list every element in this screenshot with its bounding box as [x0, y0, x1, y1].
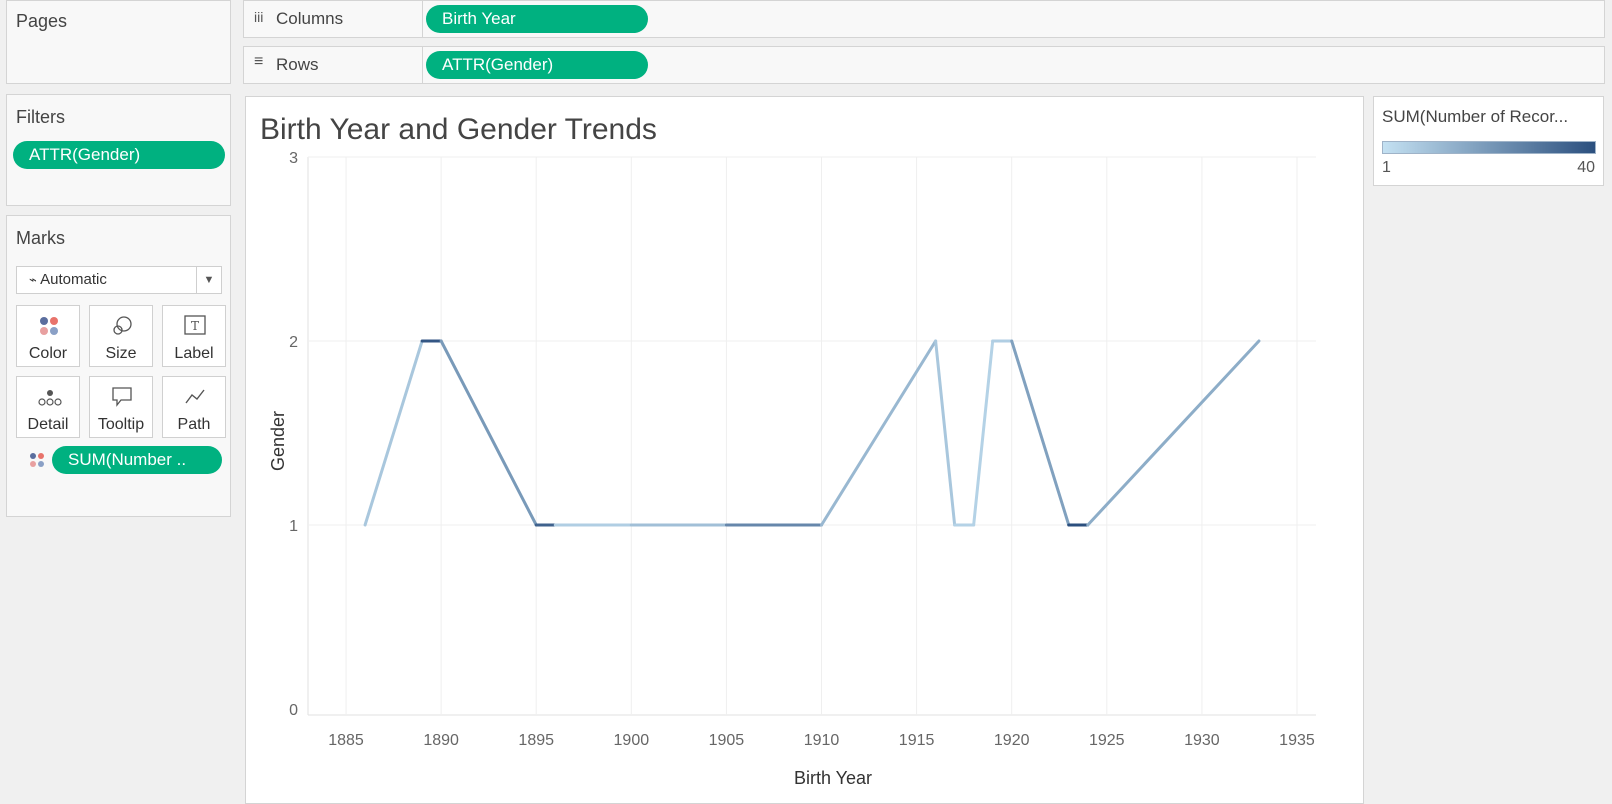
chart-title: Birth Year and Gender Trends	[260, 113, 657, 146]
detail-icon	[38, 390, 62, 406]
chevron-down-icon: ▼	[196, 267, 221, 293]
columns-icon: iii	[254, 9, 264, 25]
x-tick-label: 1925	[1089, 732, 1125, 749]
y-axis-title: Gender	[268, 411, 288, 471]
legend-min-value: 1	[1382, 159, 1391, 176]
marks-detail-button[interactable]: Detail	[16, 376, 80, 438]
shelf-divider	[422, 47, 423, 83]
x-tick-label: 1890	[423, 732, 459, 749]
marks-color-pill[interactable]: SUM(Number ..	[52, 446, 222, 474]
rows-pill-gender[interactable]: ATTR(Gender)	[426, 51, 648, 79]
marks-tooltip-button[interactable]: Tooltip	[89, 376, 153, 438]
marks-tooltip-label: Tooltip	[97, 416, 145, 433]
legend-color-ramp	[1382, 141, 1596, 154]
line-segment[interactable]	[934, 339, 957, 527]
x-tick-label: 1905	[709, 732, 745, 749]
legend-title: SUM(Number of Recor...	[1382, 107, 1569, 126]
line-segment[interactable]	[972, 339, 995, 527]
filters-pill-gender[interactable]: ATTR(Gender)	[13, 141, 225, 169]
x-tick-label: 1895	[518, 732, 554, 749]
x-tick-label: 1900	[614, 732, 650, 749]
y-tick-label: 1	[289, 518, 298, 535]
marks-size-button[interactable]: Size	[89, 305, 153, 367]
pages-label: Pages	[16, 11, 68, 31]
mark-type-dropdown[interactable]: ⌁ Automatic ▼	[16, 266, 222, 294]
x-tick-label: 1885	[328, 732, 364, 749]
shelf-divider	[422, 1, 423, 37]
svg-text:T: T	[191, 319, 199, 333]
rows-icon: ≡	[254, 53, 264, 70]
pages-shelf[interactable]: Pages	[6, 0, 231, 84]
filters-shelf[interactable]: Filters ATTR(Gender)	[6, 94, 231, 206]
marks-detail-label: Detail	[27, 416, 69, 433]
line-chart: 1885 1890 1895 1900 1905 1910 1915 1920 1925 1930…	[268, 150, 1316, 788]
marks-size-label: Size	[105, 345, 137, 362]
columns-pill-birth-year[interactable]: Birth Year	[426, 5, 648, 33]
y-tick-label: 3	[289, 150, 298, 167]
marks-label: Marks	[16, 228, 65, 248]
marks-card: Marks ⌁ Automatic ▼ Color Size T Label	[6, 215, 231, 517]
legend-max-value: 40	[1577, 159, 1595, 176]
filters-label: Filters	[16, 107, 65, 127]
x-tick-label: 1935	[1279, 732, 1315, 749]
path-icon	[185, 389, 205, 404]
color-icon	[40, 317, 58, 335]
x-axis-title: Birth Year	[794, 768, 872, 788]
x-tick-label: 1910	[804, 732, 840, 749]
size-icon	[113, 316, 132, 335]
x-tick-label: 1930	[1184, 732, 1220, 749]
mark-type-value: Automatic	[40, 271, 107, 288]
line-mark-icon: ⌁	[29, 272, 37, 287]
marks-path-button[interactable]: Path	[162, 376, 226, 438]
line-segment[interactable]	[363, 339, 424, 527]
columns-label: Columns	[276, 9, 344, 28]
x-tick-label: 1920	[994, 732, 1030, 749]
rows-label: Rows	[276, 55, 319, 74]
line-segment[interactable]	[439, 339, 538, 527]
line-segment[interactable]	[1086, 339, 1261, 527]
marks-label-label: Label	[174, 345, 214, 362]
y-tick-label: 0	[289, 702, 298, 719]
marks-color-label: Color	[28, 345, 68, 362]
marks-path-label: Path	[177, 416, 211, 433]
marks-color-button[interactable]: Color	[16, 305, 80, 367]
worksheet-view: Birth Year and Gender Trends 1885 1890 189…	[245, 96, 1364, 804]
line-segment[interactable]	[1010, 339, 1071, 527]
y-tick-label: 2	[289, 334, 298, 351]
x-tick-label: 1915	[899, 732, 935, 749]
color-field-icon	[30, 453, 44, 467]
text-icon: T	[184, 315, 206, 335]
columns-shelf[interactable]: iii Columns Birth Year	[243, 0, 1605, 38]
tooltip-icon	[112, 387, 132, 407]
rows-shelf[interactable]: ≡ Rows ATTR(Gender)	[243, 46, 1605, 84]
color-legend[interactable]: SUM(Number of Recor... 1 40	[1373, 96, 1604, 186]
line-segment[interactable]	[820, 339, 938, 527]
marks-label-button[interactable]: T Label	[162, 305, 226, 367]
